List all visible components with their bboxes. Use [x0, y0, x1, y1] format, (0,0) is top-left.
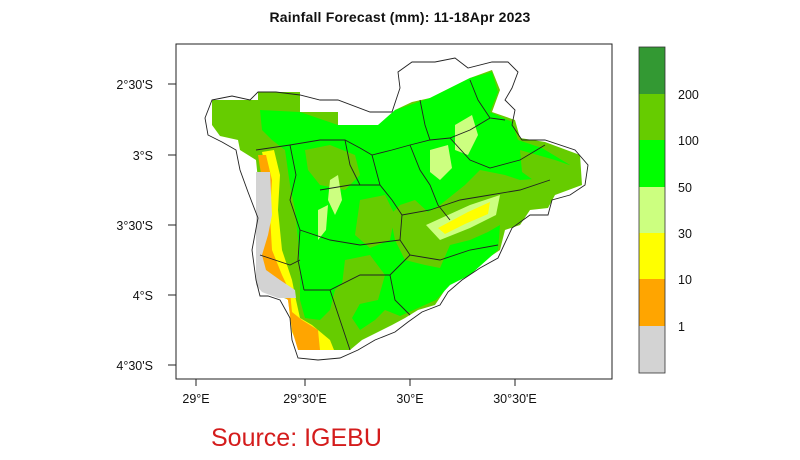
lon-tick-label: 29°30'E [283, 392, 327, 406]
lon-tick-label: 30°30'E [493, 392, 537, 406]
lon-tick-label: 29°E [182, 392, 209, 406]
province-border [289, 144, 305, 291]
rainfall-field [212, 70, 582, 350]
light-green-patch [318, 205, 328, 240]
legend-label: 30 [678, 227, 692, 241]
legend-label: 50 [678, 181, 692, 195]
lon-axis [195, 379, 516, 386]
legend-label: 200 [678, 88, 699, 102]
lat-axis [168, 83, 176, 366]
lat-tick-label: 2°30'S [116, 78, 153, 92]
province-border [329, 289, 351, 351]
yellow-patch [438, 202, 490, 234]
province-border [449, 137, 546, 169]
legend-colorbar [638, 46, 666, 374]
legend-bin [639, 140, 665, 187]
country-border [204, 57, 589, 361]
province-border [304, 244, 499, 291]
medium-green-patch [342, 255, 385, 305]
lat-tick-label: 4°30'S [116, 359, 153, 373]
legend-bin [639, 187, 665, 233]
map-title: Rainfall Forecast (mm): 11-18Apr 2023 [269, 9, 531, 25]
light-green-patch [455, 115, 478, 155]
gray-zone [256, 172, 296, 298]
legend-bin [639, 47, 665, 94]
lat-tick-label: 3°30'S [116, 219, 153, 233]
legend-bin [639, 94, 665, 140]
province-border [419, 99, 431, 141]
medium-green-patch [305, 145, 360, 190]
lat-tick-label: 3°S [133, 149, 153, 163]
province-border [344, 139, 361, 186]
legend-bin [639, 233, 665, 279]
legend-bin [639, 326, 665, 373]
province-border [255, 117, 491, 156]
province-border [401, 179, 551, 216]
province-border [409, 144, 451, 221]
boundary-lines [204, 57, 589, 361]
medium-green-patch [355, 195, 395, 248]
legend-label: 10 [678, 273, 692, 287]
legend-label: 100 [678, 134, 699, 148]
lon-tick-label: 30°E [396, 392, 423, 406]
legend-label: 1 [678, 320, 685, 334]
source-credit: Source: IGEBU [211, 424, 382, 452]
province-border [371, 154, 411, 256]
light-green-patch [430, 145, 452, 180]
medium-green-patch [520, 150, 578, 185]
province-border [469, 79, 506, 121]
province-border [389, 274, 411, 316]
bright-green-zone [260, 72, 570, 330]
legend-bin [639, 279, 665, 326]
lat-tick-label: 4°S [133, 289, 153, 303]
light-green-patch [328, 175, 342, 215]
province-border [259, 254, 301, 266]
province-border [319, 184, 380, 191]
province-border [299, 229, 401, 246]
